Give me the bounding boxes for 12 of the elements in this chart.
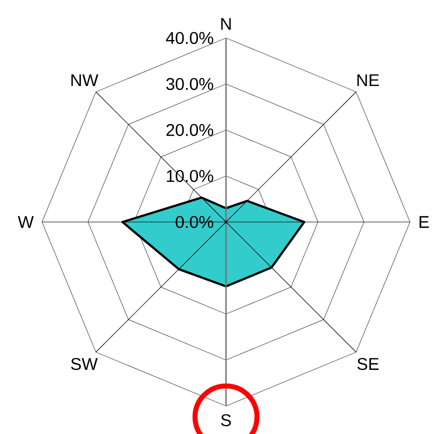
y-tick-label: 30.0% [166, 78, 214, 90]
spoke-label: W [18, 216, 34, 228]
spoke-label: SW [71, 358, 98, 370]
y-tick-label: 40.0% [166, 32, 214, 44]
spoke-label: N [221, 18, 231, 30]
spoke-label: NE [357, 74, 379, 86]
spoke-label: S [221, 414, 231, 426]
spoke-label: SE [357, 358, 379, 370]
spoke-label: E [420, 216, 429, 228]
spoke-label: NW [71, 74, 98, 86]
y-tick-label: 0.0% [176, 216, 214, 228]
y-tick-label: 20.0% [166, 124, 214, 136]
